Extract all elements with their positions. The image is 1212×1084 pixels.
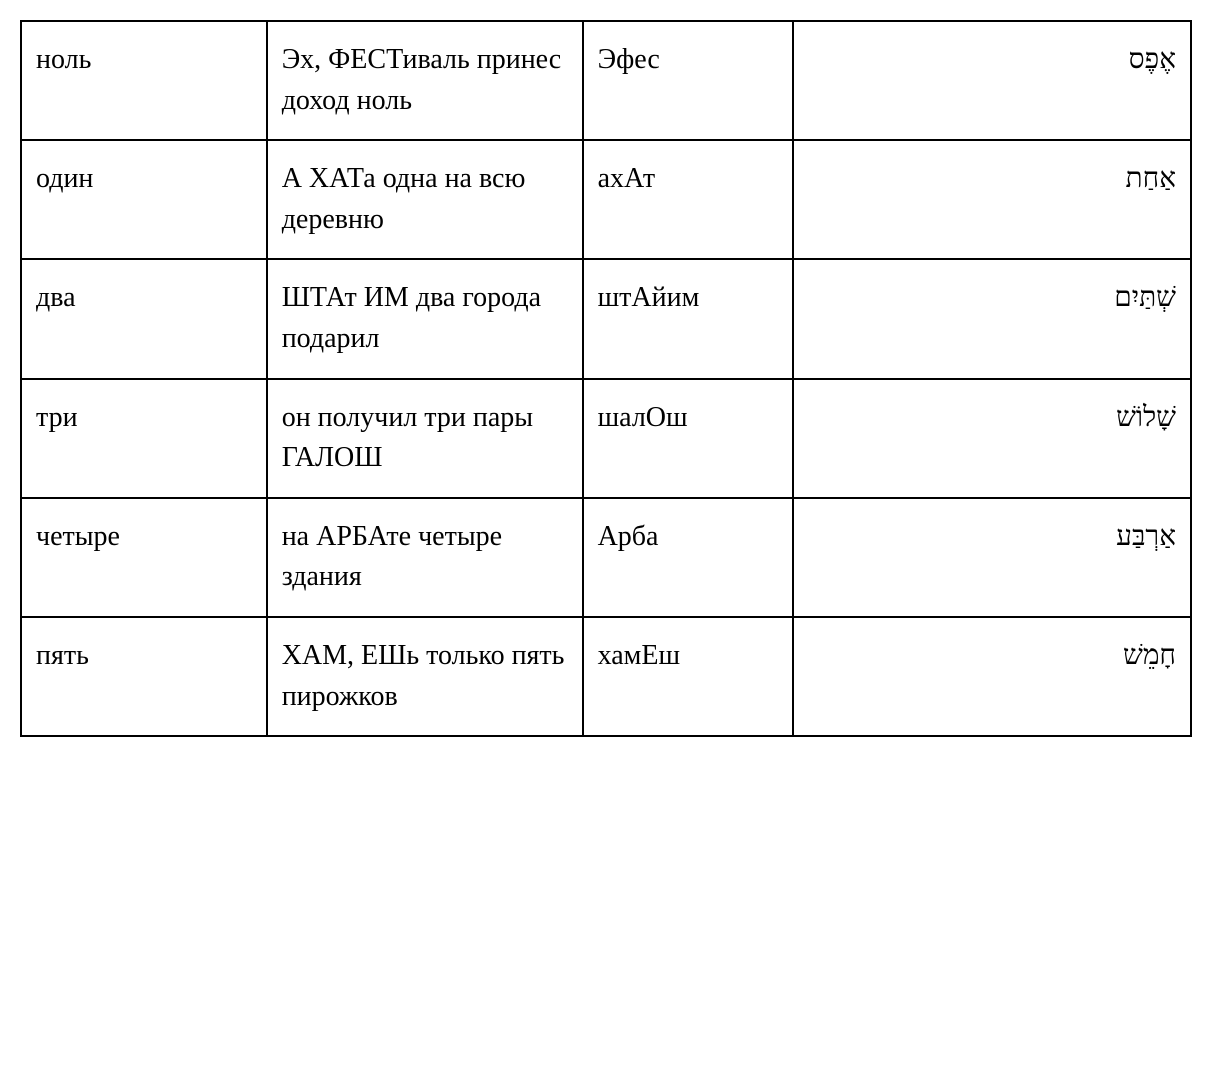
cell-mnemonic: он получил три пары ГАЛОШ bbox=[267, 379, 583, 498]
table-row: два ШТАт ИМ два города подарил штАйим שְ… bbox=[21, 259, 1191, 378]
cell-translit: Арба bbox=[583, 498, 794, 617]
table-row: ноль Эх, ФЕСТиваль принес доход ноль Эфе… bbox=[21, 21, 1191, 140]
cell-russian: один bbox=[21, 140, 267, 259]
cell-russian: два bbox=[21, 259, 267, 378]
table-body: ноль Эх, ФЕСТиваль принес доход ноль Эфе… bbox=[21, 21, 1191, 736]
cell-russian: пять bbox=[21, 617, 267, 736]
cell-mnemonic: на АРБАте четыре здания bbox=[267, 498, 583, 617]
table-row: пять ХАМ, ЕШь только пять пирожков хамЕш… bbox=[21, 617, 1191, 736]
cell-mnemonic: Эх, ФЕСТиваль принес доход ноль bbox=[267, 21, 583, 140]
table-row: четыре на АРБАте четыре здания Арба אַרְ… bbox=[21, 498, 1191, 617]
cell-russian: ноль bbox=[21, 21, 267, 140]
cell-mnemonic: ШТАт ИМ два города подарил bbox=[267, 259, 583, 378]
cell-translit: шалОш bbox=[583, 379, 794, 498]
cell-hebrew: שָׁלוֹשׁ bbox=[793, 379, 1191, 498]
cell-russian: четыре bbox=[21, 498, 267, 617]
cell-hebrew: חָמֵשׁ bbox=[793, 617, 1191, 736]
cell-translit: Эфес bbox=[583, 21, 794, 140]
table-row: один А ХАТа одна на всю деревню ахАт אַח… bbox=[21, 140, 1191, 259]
cell-hebrew: אַרְבַּע bbox=[793, 498, 1191, 617]
cell-mnemonic: ХАМ, ЕШь только пять пирожков bbox=[267, 617, 583, 736]
cell-hebrew: אַחַת bbox=[793, 140, 1191, 259]
cell-hebrew: אֶפֶס bbox=[793, 21, 1191, 140]
vocab-table: ноль Эх, ФЕСТиваль принес доход ноль Эфе… bbox=[20, 20, 1192, 737]
cell-translit: ахАт bbox=[583, 140, 794, 259]
table-row: три он получил три пары ГАЛОШ шалОш שָׁל… bbox=[21, 379, 1191, 498]
cell-translit: штАйим bbox=[583, 259, 794, 378]
cell-russian: три bbox=[21, 379, 267, 498]
cell-translit: хамЕш bbox=[583, 617, 794, 736]
cell-mnemonic: А ХАТа одна на всю деревню bbox=[267, 140, 583, 259]
cell-hebrew: שְׁתַּיִם bbox=[793, 259, 1191, 378]
